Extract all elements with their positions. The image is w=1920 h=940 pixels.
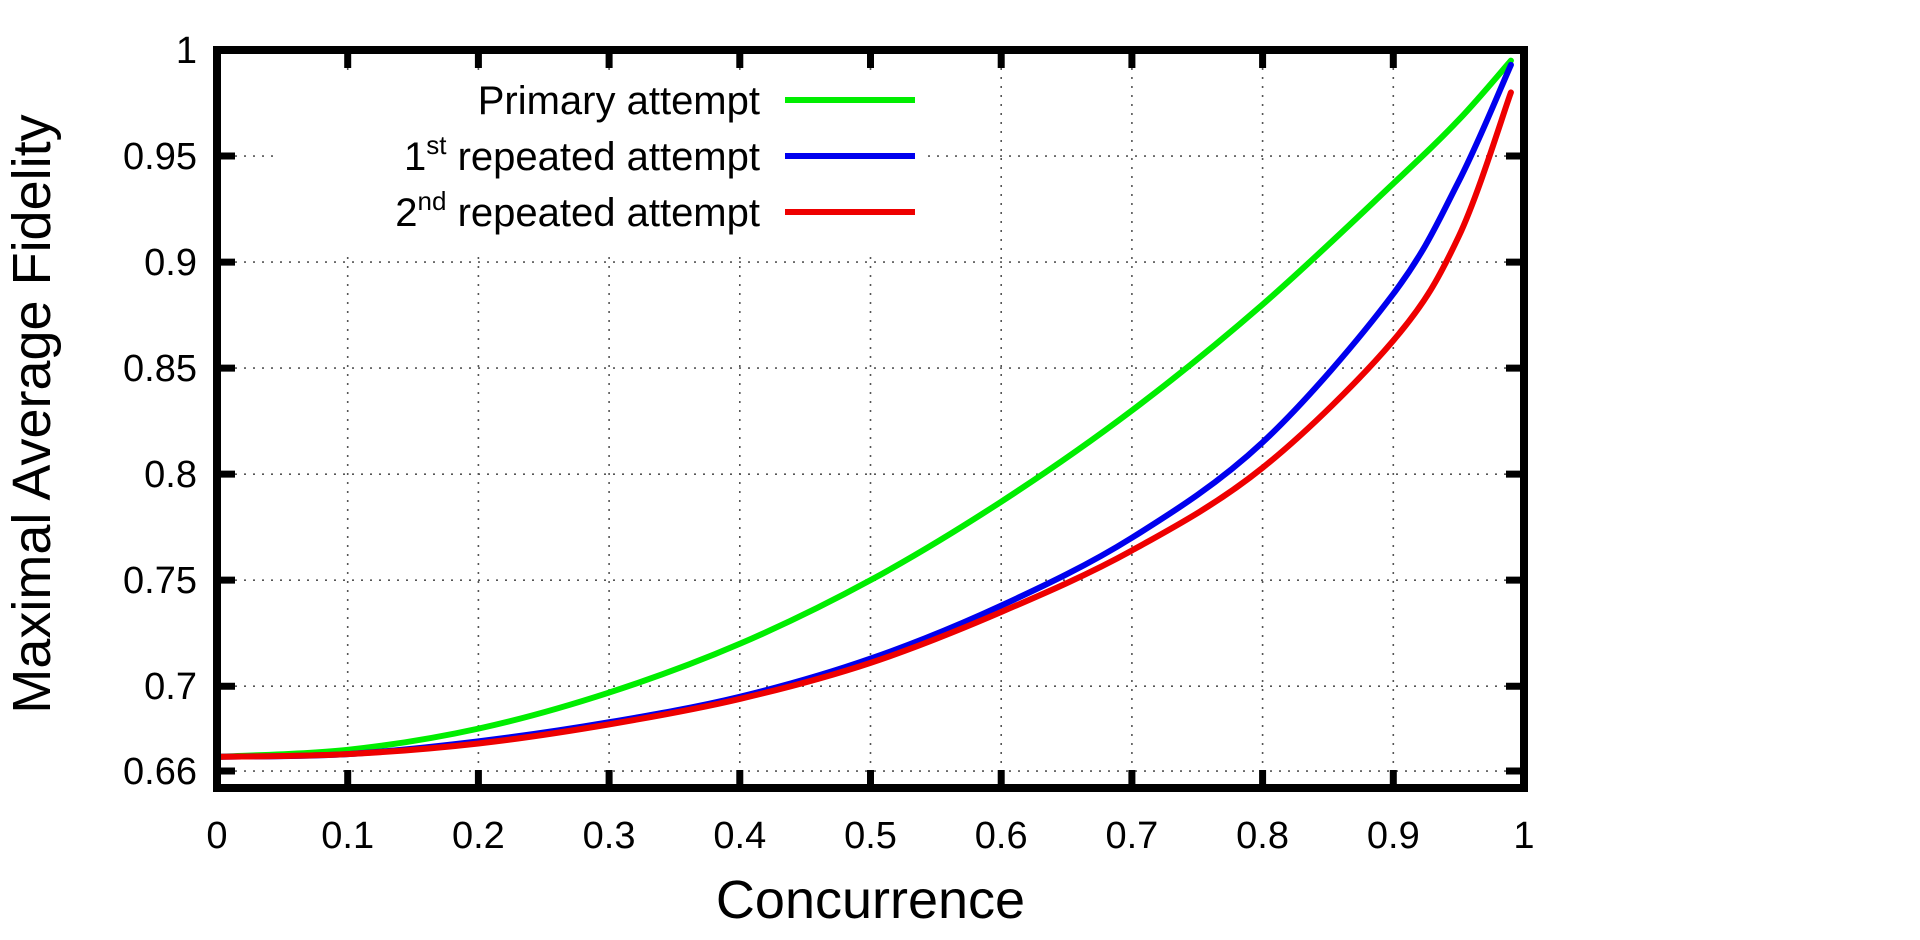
y-tick-label: 1 — [176, 30, 197, 72]
x-tick-label: 0.7 — [1105, 815, 1158, 857]
y-tick-labels: 0.66 0.7 0.75 0.8 0.85 0.9 0.95 1 — [123, 30, 197, 793]
x-tick-label: 0.4 — [713, 815, 766, 857]
x-tick-label: 0 — [206, 815, 227, 857]
x-tick-label: 0.8 — [1236, 815, 1289, 857]
series-line-3 — [214, 89, 1514, 760]
legend-label-1: Primary attempt — [478, 79, 760, 123]
y-tick-label: 0.7 — [144, 666, 197, 708]
y-tick-label: 0.85 — [123, 348, 197, 390]
x-tick-labels: 0 0.1 0.2 0.3 0.4 0.5 0.6 0.7 0.8 0.9 1 — [206, 815, 1534, 857]
legend: Primary attempt 1st repeated attempt 2nd r… — [395, 79, 915, 235]
x-tick-label: 0.3 — [583, 815, 636, 857]
y-tick-label: 0.66 — [123, 751, 197, 793]
x-tick-label: 1 — [1513, 815, 1534, 857]
x-axis-label: Concurrence — [716, 870, 1025, 930]
x-tick-label: 0.9 — [1367, 815, 1420, 857]
y-tick-label: 0.8 — [144, 454, 197, 496]
y-tick-label: 0.75 — [123, 560, 197, 602]
ticks — [213, 46, 1528, 788]
series-line-1 — [214, 57, 1514, 760]
x-tick-label: 0.2 — [452, 815, 505, 857]
y-axis-label: Maximal Average Fidelity — [2, 114, 62, 713]
legend-label-3: 2nd repeated attempt — [395, 186, 760, 235]
y-tick-label: 0.9 — [144, 242, 197, 284]
x-tick-label: 0.5 — [844, 815, 897, 857]
x-tick-label: 0.1 — [321, 815, 374, 857]
x-tick-label: 0.6 — [975, 815, 1028, 857]
y-tick-label: 0.95 — [123, 136, 197, 178]
curves — [214, 57, 1514, 760]
legend-label-2: 1st repeated attempt — [404, 130, 760, 179]
